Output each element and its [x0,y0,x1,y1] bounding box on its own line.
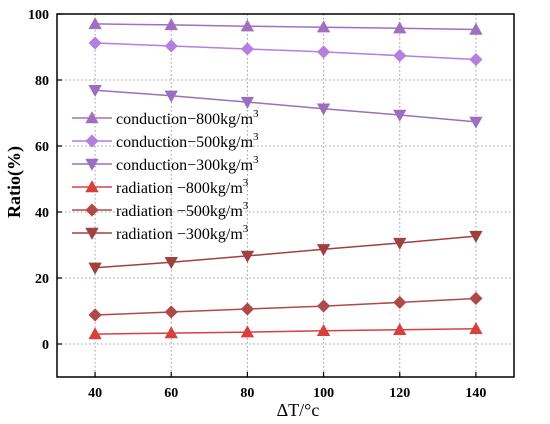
data-point [469,52,483,67]
x-tick-label: 140 [465,386,486,401]
legend-label: conduction−800kg/m3 [116,108,259,128]
data-point [317,45,331,59]
data-point [317,299,331,313]
x-tick-label: 100 [313,386,334,401]
legend-item: radiation −500kg/m3 [72,200,249,220]
legend-marker [85,203,99,217]
series-line [95,89,476,123]
data-point [240,250,255,263]
series-5 [88,230,483,275]
data-point [164,326,178,339]
data-point [316,244,331,257]
series-2 [88,85,483,129]
data-point [164,39,178,53]
series-line [95,23,476,31]
data-point [88,85,102,98]
data-point [164,18,178,31]
data-point [240,42,254,56]
legend-marker [85,111,99,124]
series-0 [88,17,483,35]
data-point [469,116,483,129]
legend-label: radiation −800kg/m3 [116,177,249,197]
series-line [95,42,476,61]
x-tick-label: 80 [240,386,254,401]
y-tick-label: 40 [35,206,49,221]
data-point [240,302,254,316]
data-point [393,295,407,309]
legend-label: radiation −300kg/m3 [116,223,249,243]
legend-marker [85,180,99,193]
x-tick-label: 40 [88,386,102,401]
data-point [393,237,407,250]
data-point [393,21,407,34]
data-point [240,19,255,32]
x-axis-title: ΔT/°c [277,400,320,420]
legend-marker [85,158,99,171]
data-point [88,17,102,30]
data-point [164,90,178,103]
legend-label: conduction−500kg/m3 [116,131,259,151]
data-point [393,49,407,63]
data-point [393,109,407,122]
plot-frame [56,13,515,378]
data-point [88,308,102,322]
data-point [316,323,331,337]
y-tick-label: 60 [35,140,49,155]
data-point [469,22,483,35]
data-point [469,291,483,306]
data-point [469,321,483,335]
axis-ticks: 40 60 80 100 120 140 0 20 40 60 80 100 [28,8,486,401]
legend-item: radiation −300kg/m3 [72,223,249,243]
series-line [95,328,476,335]
legend-item: radiation −800kg/m3 [72,177,249,197]
legend-marker [85,134,99,148]
legend-label: conduction−300kg/m3 [116,154,259,174]
legend-item: conduction−300kg/m3 [72,154,259,174]
y-axis-title: Ratio(%) [4,146,25,218]
data-point [240,96,255,109]
y-tick-label: 0 [42,338,49,353]
y-tick-label: 80 [35,74,49,89]
x-tick-label: 60 [164,386,178,401]
data-point [88,36,102,50]
series-4 [88,291,483,322]
data-point [88,327,102,340]
series-layer [88,17,483,340]
series-1 [88,36,483,67]
x-tick-label: 120 [389,386,410,401]
data-point [164,256,178,269]
legend-item: conduction−800kg/m3 [72,108,259,128]
series-3 [88,321,483,340]
y-tick-label: 100 [28,8,49,23]
y-tick-label: 20 [35,272,49,287]
data-point [240,325,255,338]
data-point [469,230,483,243]
legend-marker [85,227,99,240]
data-point [393,322,407,336]
data-point [88,262,102,275]
data-point [316,20,331,33]
legend-label: radiation −500kg/m3 [116,200,249,220]
series-line [95,297,476,316]
legend-item: conduction−500kg/m3 [72,131,259,151]
series-line [95,235,476,269]
data-point [164,305,178,319]
data-point [316,103,331,116]
legend: conduction−800kg/m3 conduction−500kg/m3 co… [72,108,259,243]
